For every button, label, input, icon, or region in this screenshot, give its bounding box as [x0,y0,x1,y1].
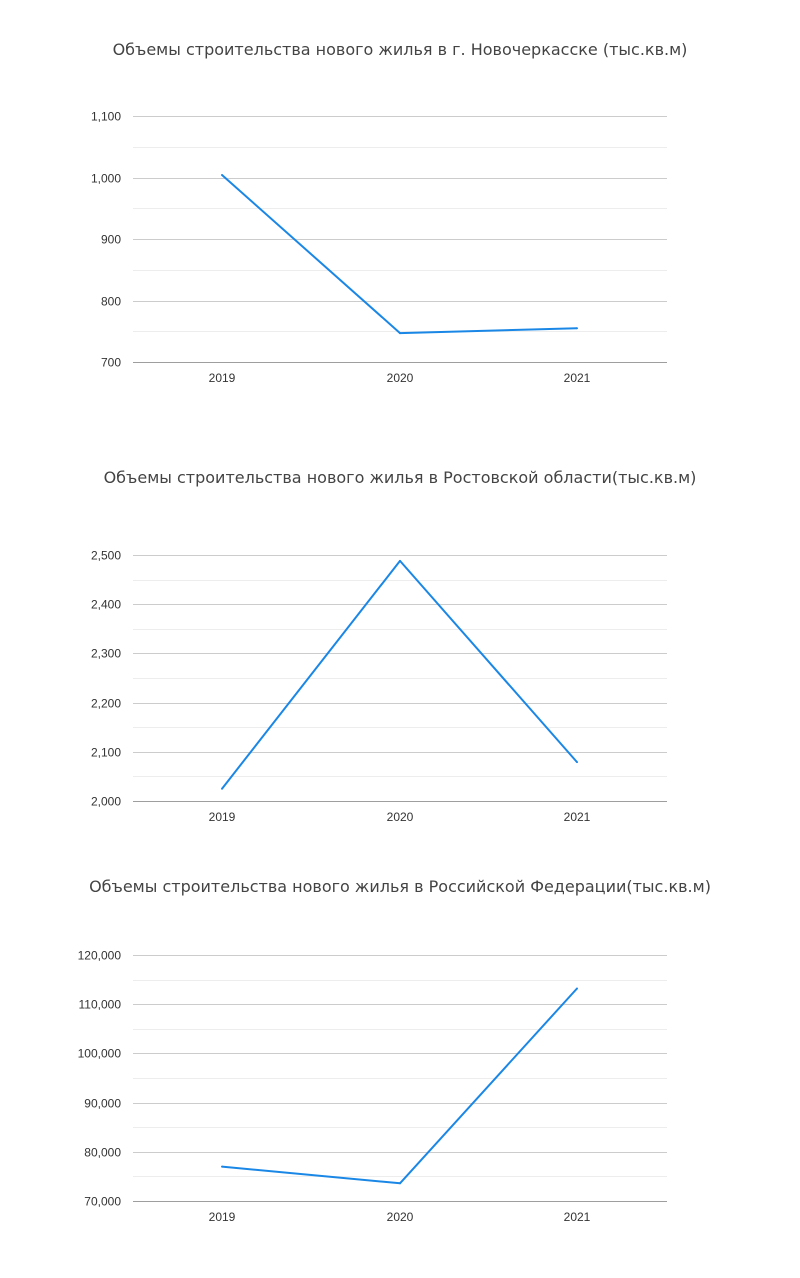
data-point [576,761,578,764]
x-tick-label: 2020 [387,810,414,824]
y-tick-label: 800 [101,295,121,309]
series-line [221,987,578,1185]
x-tick-label: 2020 [387,371,414,385]
x-tick-label: 2019 [209,810,236,824]
y-tick-label: 2,400 [91,598,121,612]
y-tick-label: 110,000 [79,998,122,1012]
y-tick-label: 120,000 [78,949,122,963]
x-tick-label: 2019 [209,1210,236,1224]
data-point [399,332,401,335]
chart-plot: 2,000 2,100 2,200 2,300 2,400 2,500 2019 2020 20… [91,549,667,824]
x-tick-label: 2021 [564,810,591,824]
y-tick-label: 2,000 [91,795,121,809]
y-tick-label: 80,000 [84,1146,121,1160]
y-tick-label: 2,500 [91,549,121,563]
x-tick-label: 2021 [564,1210,591,1224]
data-point [221,174,223,176]
data-point [576,987,578,990]
y-tick-label: 2,200 [91,697,121,711]
chart-plot: 700 800 900 1,000 1,100 2019 2020 2021 [91,110,667,385]
y-tick-label: 100,000 [78,1047,122,1061]
chart-plot: 70,000 80,000 90,000 100,000 110,000 120,000 2… [78,949,667,1224]
x-tick-label: 2021 [564,371,591,385]
x-tick-label: 2019 [209,371,236,385]
data-point [221,1165,223,1168]
chart-title: Объемы строительства нового жилья в Росс… [89,877,711,896]
y-tick-label: 900 [101,233,121,247]
y-tick-label: 2,300 [91,647,121,661]
data-point [221,787,223,790]
x-tick-label: 2020 [387,1210,414,1224]
data-point [399,559,401,562]
y-tick-label: 1,000 [91,172,121,186]
y-tick-label: 90,000 [84,1097,121,1111]
data-point [576,327,578,330]
data-point [399,1182,401,1185]
chart-title: Объемы строительства нового жилья в Рост… [103,468,697,487]
y-tick-label: 700 [101,356,121,370]
y-tick-label: 1,100 [91,110,121,124]
y-tick-label: 70,000 [84,1195,121,1209]
y-tick-label: 2,100 [91,746,121,760]
chart-title: Объемы строительства нового жилья в г. Н… [112,40,688,59]
